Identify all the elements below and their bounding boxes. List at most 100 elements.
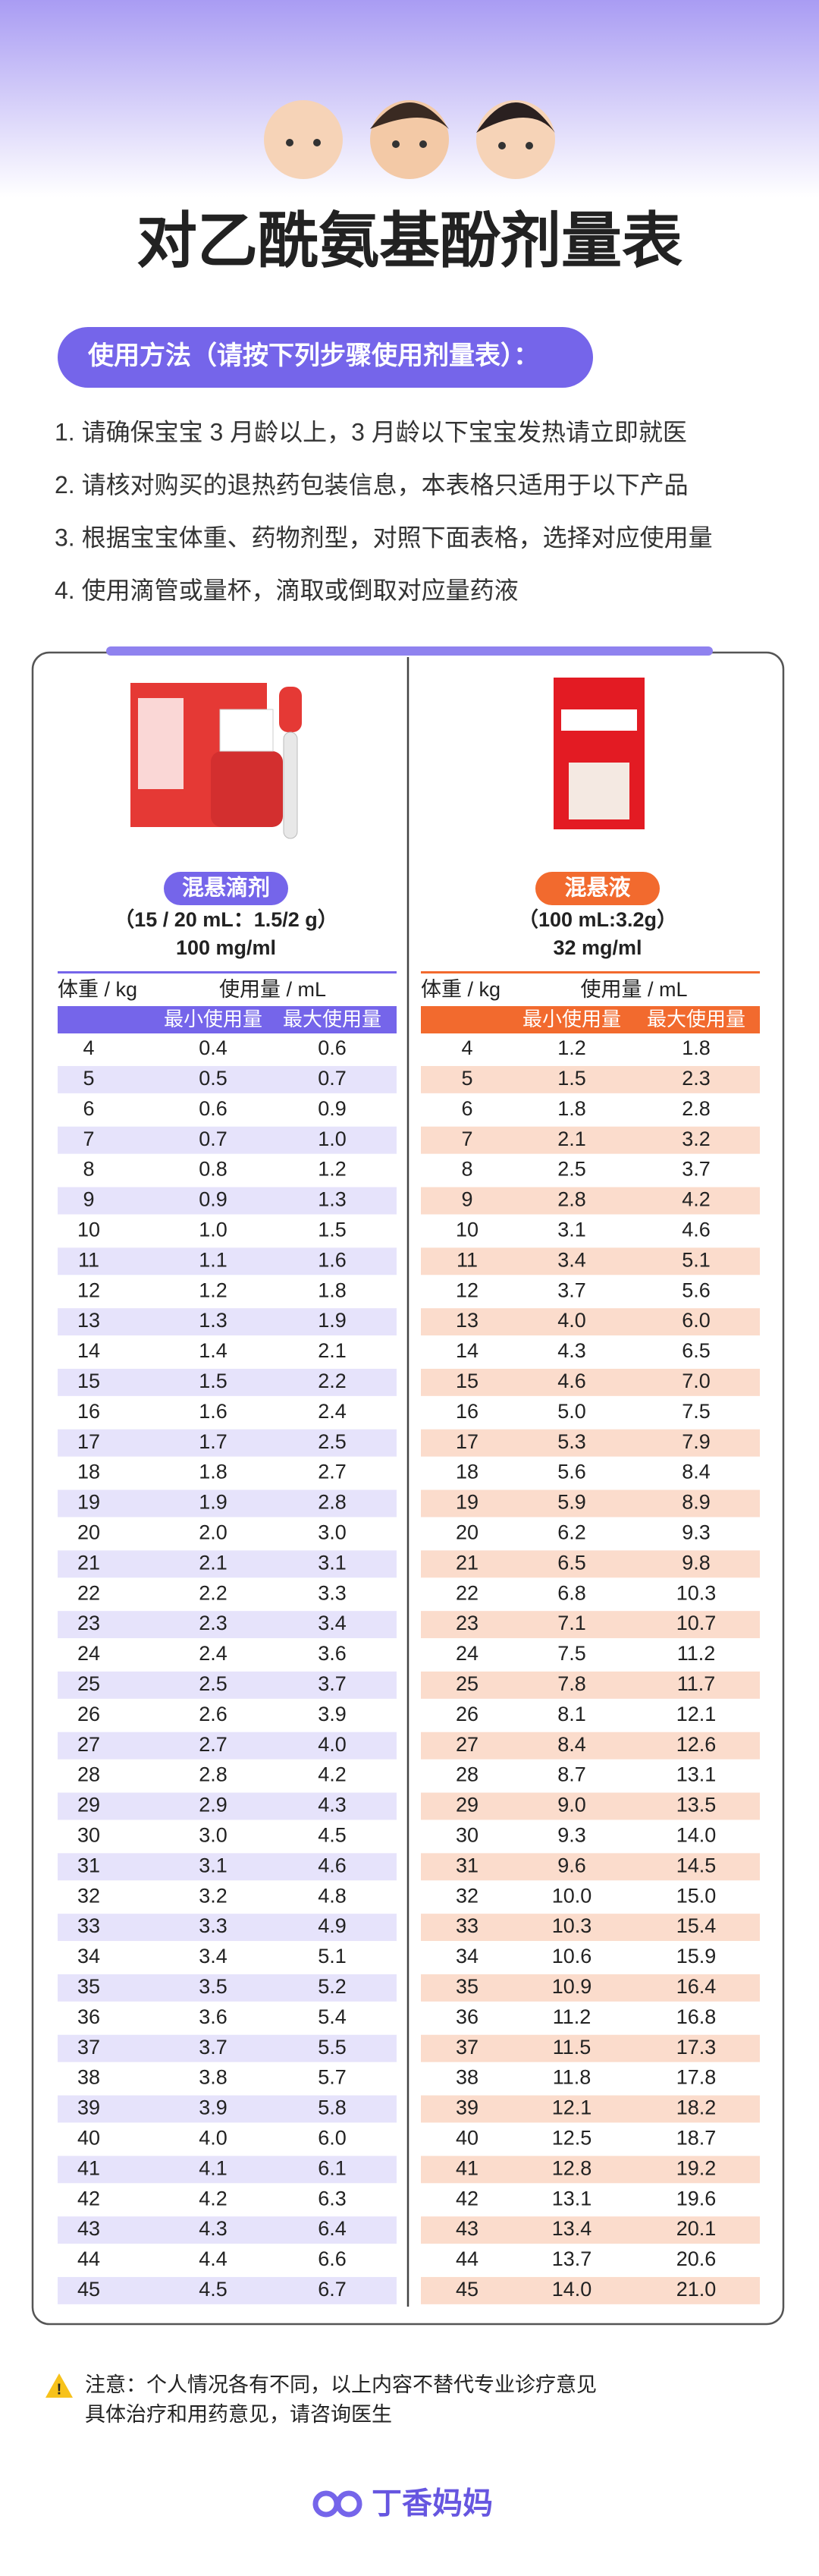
cell: 2.8 xyxy=(682,1097,711,1120)
row-shade xyxy=(421,1489,760,1518)
product-pill xyxy=(535,872,660,905)
cell: 2.7 xyxy=(318,1461,347,1483)
cell: 3.1 xyxy=(557,1219,586,1241)
row-shade xyxy=(58,2095,397,2123)
row-shade xyxy=(58,1550,397,1578)
cell: 6 xyxy=(461,1097,472,1120)
cell: 22 xyxy=(456,1581,479,1604)
cell: 7 xyxy=(83,1128,94,1150)
cell: 16 xyxy=(456,1400,479,1423)
note-line: 注意：个人情况各有不同，以上内容不替代专业诊疗意见 xyxy=(85,2373,597,2396)
cell: 28 xyxy=(456,1763,479,1786)
cell: 18.2 xyxy=(676,2096,717,2119)
cell: 6.0 xyxy=(318,2127,347,2150)
row-shade xyxy=(58,2156,397,2184)
cell: 9.3 xyxy=(557,1824,586,1847)
cell: 6 xyxy=(83,1097,94,1120)
cell: 16.4 xyxy=(676,1975,717,1998)
cell: 5.4 xyxy=(318,2005,347,2028)
cell: 34 xyxy=(456,1945,479,1967)
cell: 25 xyxy=(456,1672,479,1695)
cell: 12.1 xyxy=(552,2096,592,2119)
cell: 2.1 xyxy=(199,1551,228,1574)
cell: 8.4 xyxy=(682,1461,711,1483)
row-shade xyxy=(421,1550,760,1578)
cell: 16 xyxy=(77,1400,100,1423)
cell: 43 xyxy=(77,2217,100,2240)
cell: 1.3 xyxy=(318,1188,347,1211)
cell: 0.4 xyxy=(199,1036,228,1059)
col-max: 最大使用量 xyxy=(647,1008,745,1030)
cell: 14.0 xyxy=(552,2278,592,2301)
cell: 39 xyxy=(456,2096,479,2119)
row-shade xyxy=(421,1731,760,1760)
cell: 15.9 xyxy=(676,1945,717,1967)
row-shade xyxy=(421,1974,760,2002)
cell: 6.2 xyxy=(557,1521,586,1544)
cell: 20 xyxy=(77,1521,100,1544)
row-shade xyxy=(421,1126,760,1154)
cell: 4 xyxy=(461,1036,472,1059)
cell: 7.0 xyxy=(682,1370,711,1392)
cell: 10.3 xyxy=(676,1581,717,1604)
row-shade xyxy=(58,1792,397,1820)
product-name: 混悬液 xyxy=(564,876,630,901)
cell: 44 xyxy=(77,2247,100,2270)
cell: 6.4 xyxy=(318,2217,347,2240)
cell: 43 xyxy=(456,2217,479,2240)
cell: 2.5 xyxy=(557,1158,586,1181)
cell: 2.3 xyxy=(682,1067,711,1090)
cell: 30 xyxy=(77,1824,100,1847)
cell: 0.6 xyxy=(199,1097,228,1120)
row-shade xyxy=(58,1731,397,1760)
cell: 8.7 xyxy=(557,1763,586,1786)
cell: 4.6 xyxy=(318,1854,347,1876)
cell: 4.2 xyxy=(199,2187,228,2210)
cell: 15 xyxy=(456,1370,479,1392)
cell: 0.7 xyxy=(199,1128,228,1150)
tables: 混悬滴剂 （15 / 20 mL：1.5/2 g） 100 mg/ml 体重 / kg… xyxy=(58,872,760,2304)
cell: 10.7 xyxy=(676,1612,717,1634)
cell: 1.2 xyxy=(199,1279,228,1301)
step: 2. 请核对购买的退热药包装信息，本表格只适用于以下产品 xyxy=(55,471,689,499)
row-shade xyxy=(421,1853,760,1881)
cell: 37 xyxy=(456,2036,479,2059)
cell: 2.8 xyxy=(318,1491,347,1514)
cell: 6.8 xyxy=(557,1581,586,1604)
cell: 12 xyxy=(77,1279,100,1301)
cell: 3.7 xyxy=(318,1672,347,1695)
cell: 42 xyxy=(77,2187,100,2210)
row-shade xyxy=(58,1489,397,1518)
product-drops xyxy=(130,683,302,839)
brand: 丁香妈妈 xyxy=(372,2487,493,2521)
row-shade xyxy=(58,1974,397,2002)
cell: 20.1 xyxy=(676,2217,717,2240)
cell: 31 xyxy=(456,1854,479,1876)
row-shade xyxy=(421,2034,760,2062)
cell: 37 xyxy=(77,2036,100,2059)
cell: 14.0 xyxy=(676,1824,717,1847)
cell: 14.5 xyxy=(676,1854,717,1876)
row-shade xyxy=(58,1914,397,1942)
cell: 11.2 xyxy=(553,2005,592,2028)
cell: 7 xyxy=(461,1128,472,1150)
cell: 13.1 xyxy=(552,2187,592,2210)
cell: 29 xyxy=(77,1794,100,1816)
cell: 1.8 xyxy=(199,1461,228,1483)
cell: 32 xyxy=(77,1884,100,1907)
cell: 19.6 xyxy=(676,2187,717,2210)
cell: 26 xyxy=(456,1703,479,1725)
cell: 7.5 xyxy=(682,1400,711,1423)
cell: 5.8 xyxy=(318,2096,347,2119)
steps: 1. 请确保宝宝 3 月龄以上，3 月龄以下宝宝发热请立即就医 2. 请核对购买的… xyxy=(55,418,713,604)
cell: 3.6 xyxy=(318,1642,347,1665)
cell: 22 xyxy=(77,1581,100,1604)
col-max: 最大使用量 xyxy=(283,1008,381,1030)
product-spec: （100 mL:3.2g） xyxy=(518,908,677,931)
cell: 13.1 xyxy=(676,1763,717,1786)
subheader-bar xyxy=(58,1006,397,1033)
row-shade xyxy=(58,1187,397,1215)
cell: 10.3 xyxy=(552,1914,592,1937)
cell: 12.6 xyxy=(676,1733,717,1756)
